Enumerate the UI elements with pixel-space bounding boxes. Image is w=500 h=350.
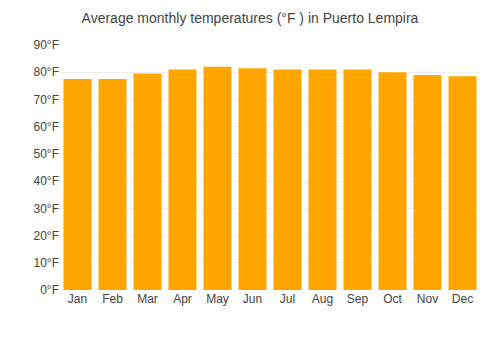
svg-text:Jun: Jun (243, 292, 262, 306)
svg-text:Jan: Jan (68, 292, 87, 306)
svg-text:Average monthly temperatures (: Average monthly temperatures (°F ) in Pu… (82, 10, 419, 26)
svg-text:Oct: Oct (383, 292, 402, 306)
svg-text:Nov: Nov (417, 292, 438, 306)
svg-text:Dec: Dec (452, 292, 473, 306)
svg-text:40°F: 40°F (34, 174, 59, 188)
svg-text:50°F: 50°F (34, 147, 59, 161)
svg-text:May: May (206, 292, 229, 306)
svg-text:30°F: 30°F (34, 202, 59, 216)
svg-text:20°F: 20°F (34, 229, 59, 243)
svg-text:Feb: Feb (102, 292, 123, 306)
svg-text:Jul: Jul (280, 292, 295, 306)
svg-text:90°F: 90°F (34, 38, 59, 52)
svg-text:10°F: 10°F (34, 256, 59, 270)
svg-text:Sep: Sep (347, 292, 369, 306)
svg-text:Apr: Apr (173, 292, 192, 306)
svg-text:60°F: 60°F (34, 120, 59, 134)
svg-text:80°F: 80°F (34, 65, 59, 79)
svg-text:0°F: 0°F (40, 283, 59, 297)
svg-text:70°F: 70°F (34, 93, 59, 107)
svg-text:Aug: Aug (312, 292, 333, 306)
svg-text:Mar: Mar (137, 292, 158, 306)
